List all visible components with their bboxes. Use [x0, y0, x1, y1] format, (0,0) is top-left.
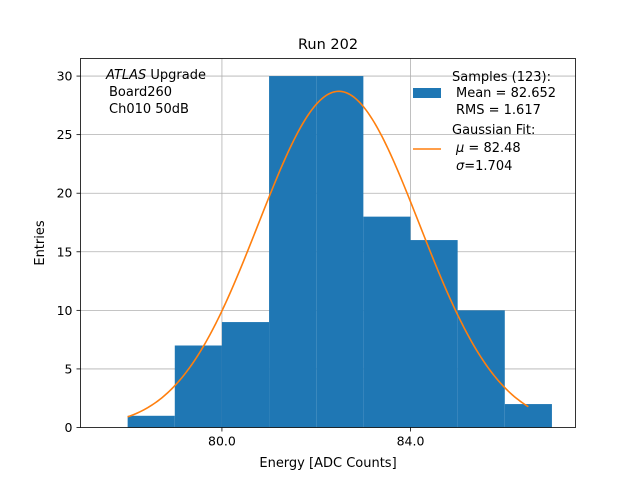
legend-samples-title: Samples (123):	[452, 70, 551, 85]
legend: Samples (123): Mean = 82.652 RMS = 1.617…	[413, 70, 556, 174]
legend-sigma-symbol: σ	[456, 159, 465, 174]
legend-fit-sigma: σ=1.704	[456, 159, 512, 174]
histogram-bar	[410, 240, 458, 428]
histogram-bar	[316, 76, 364, 428]
atlas-annotation: ATLAS Upgrade Board260 Ch010 50dB	[105, 68, 206, 117]
annotation-line-2: Board260	[109, 85, 172, 100]
x-axis-ticks: 80.0 84.0	[208, 427, 425, 449]
x-tick-label: 80.0	[208, 434, 236, 449]
plot-frame	[80, 58, 576, 428]
histogram-bar	[269, 76, 317, 428]
histogram-bar	[221, 322, 270, 428]
annotation-line-3: Ch010 50dB	[109, 102, 189, 117]
legend-samples-rms: RMS = 1.617	[456, 103, 541, 118]
histogram-bar	[127, 415, 175, 428]
annotation-rest: Upgrade	[146, 68, 206, 83]
x-tick-label: 84.0	[397, 434, 425, 449]
y-tick-label: 20	[57, 186, 73, 201]
chart-title: Run 202	[298, 37, 358, 53]
gaussian-fit-curve	[127, 90, 529, 418]
histogram-bars	[127, 76, 552, 428]
annotation-line-1: ATLAS Upgrade	[105, 68, 206, 83]
y-tick-label: 25	[57, 127, 73, 142]
y-tick-label: 0	[65, 420, 73, 435]
histogram-bar	[174, 345, 222, 428]
annotation-italic: ATLAS	[105, 68, 146, 83]
y-tick-label: 15	[57, 244, 73, 259]
y-tick-label: 5	[65, 361, 73, 376]
histogram-bar	[363, 216, 411, 428]
legend-samples-mean: Mean = 82.652	[456, 86, 556, 101]
histogram-bar	[504, 404, 552, 428]
y-tick-label: 30	[57, 69, 73, 84]
x-axis-label: Energy [ADC Counts]	[259, 456, 396, 471]
y-tick-label: 10	[57, 303, 73, 318]
legend-fit-mu: μ = 82.48	[455, 141, 521, 156]
gaussian-fit	[127, 90, 529, 418]
y-axis-ticks: 0 5 10 15 20 25 30	[57, 69, 81, 435]
legend-mu-value: = 82.48	[464, 141, 520, 156]
legend-mu-symbol: μ	[455, 141, 464, 156]
legend-sigma-value: =1.704	[464, 159, 512, 174]
legend-fit-title: Gaussian Fit:	[452, 123, 535, 138]
legend-samples-swatch	[413, 88, 441, 98]
y-axis-label: Entries	[33, 220, 48, 266]
